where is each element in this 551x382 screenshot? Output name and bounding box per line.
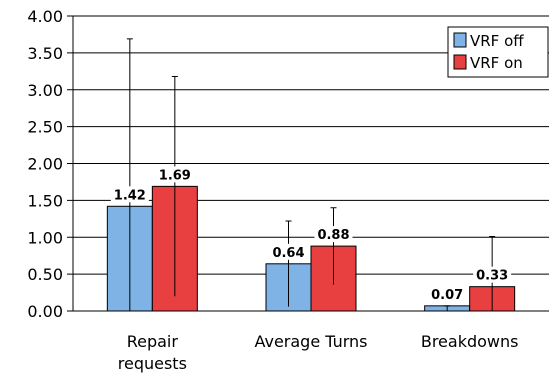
y-tick-label: 4.00 [27, 7, 63, 26]
data-label-bg [269, 243, 308, 260]
y-tick-label: 1.00 [27, 228, 63, 247]
data-label: 1.42 [114, 188, 146, 203]
y-tick-label: 1.50 [27, 191, 63, 210]
x-tick-label: Repair [127, 332, 179, 351]
x-tick-label: Breakdowns [421, 332, 519, 351]
y-tick-label: 0.00 [27, 302, 63, 321]
legend-swatch [453, 54, 467, 70]
y-tick-label: 3.50 [27, 44, 63, 63]
legend-label: VRF on [470, 54, 523, 72]
x-tick-label: requests [118, 354, 187, 373]
data-label: 1.69 [159, 168, 191, 183]
data-label-bg [473, 266, 512, 283]
legend-swatch [453, 32, 467, 48]
data-label-bg [428, 285, 467, 302]
y-tick-label: 2.00 [27, 155, 63, 174]
data-label-bg [314, 226, 353, 243]
y-tick-label: 0.50 [27, 265, 63, 284]
data-label: 0.33 [476, 269, 508, 284]
data-label: 0.07 [431, 288, 463, 303]
y-tick-label: 2.50 [27, 118, 63, 137]
legend-label: VRF off [470, 32, 524, 50]
data-label: 0.64 [272, 246, 304, 261]
x-tick-label: Average Turns [254, 332, 367, 351]
y-tick-label: 3.00 [27, 81, 63, 100]
data-label-bg [110, 186, 149, 203]
data-label: 0.88 [317, 228, 349, 243]
data-label-bg [155, 166, 194, 183]
